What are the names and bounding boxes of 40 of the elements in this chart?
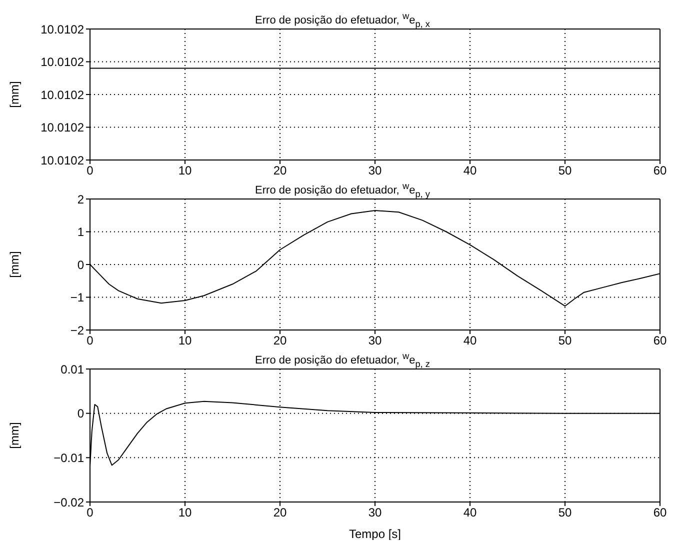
y-tick-label: 10.0102 bbox=[40, 88, 84, 102]
y-tick-label: 2 bbox=[77, 192, 84, 206]
y-tick-label: 10.0102 bbox=[40, 120, 84, 135]
x-tick-label: 20 bbox=[273, 164, 287, 178]
x-tick-label: 50 bbox=[558, 164, 572, 178]
chart-title: Erro de posição do efetuador, $^{w}$e$_{p, z}$ bbox=[254, 350, 431, 369]
x-tick-label: 30 bbox=[368, 164, 382, 178]
x-tick-label: 30 bbox=[368, 506, 382, 520]
y-axis-title: [mm] bbox=[7, 422, 22, 449]
x-tick-label: 0 bbox=[86, 334, 94, 348]
y-tick-label: −0.01 bbox=[54, 450, 84, 465]
x-tick-label: 30 bbox=[368, 334, 382, 348]
y-tick-label: 0 bbox=[77, 406, 84, 421]
x-tick-label: 0 bbox=[86, 506, 94, 520]
y-tick-label: −0.02 bbox=[54, 495, 84, 510]
x-tick-label: 10 bbox=[178, 164, 192, 178]
x-tick-label: 50 bbox=[558, 506, 572, 520]
y-tick-label: 0 bbox=[77, 258, 84, 272]
x-tick-label: 60 bbox=[653, 334, 667, 348]
y-tick-label: 10.0102 bbox=[40, 153, 84, 168]
x-tick-label: 40 bbox=[463, 164, 477, 178]
x-tick-label: 60 bbox=[653, 164, 667, 178]
x-tick-label: 0 bbox=[86, 164, 94, 178]
y-axis-title: [mm] bbox=[7, 81, 22, 108]
x-tick-label: 50 bbox=[558, 334, 572, 348]
x-tick-label: 20 bbox=[273, 334, 287, 348]
y-tick-label: 1 bbox=[77, 225, 84, 240]
y-tick-label: −2 bbox=[70, 323, 84, 338]
x-tick-label: 10 bbox=[178, 506, 192, 520]
y-tick-label: 0.01 bbox=[60, 362, 84, 376]
y-tick-label: 10.0102 bbox=[40, 22, 84, 36]
x-tick-label: 40 bbox=[463, 334, 477, 348]
chart-title: Erro de posição do efetuador, $^{w}$e$_{p, x}$ bbox=[254, 10, 431, 29]
y-tick-label: 10.0102 bbox=[40, 55, 84, 70]
y-axis-title: [mm] bbox=[7, 251, 22, 278]
x-tick-label: 40 bbox=[463, 506, 477, 520]
y-tick-label: −1 bbox=[70, 290, 84, 305]
x-tick-label: 20 bbox=[273, 506, 287, 520]
x-tick-label: 10 bbox=[178, 334, 192, 348]
x-tick-label: 60 bbox=[653, 506, 667, 520]
